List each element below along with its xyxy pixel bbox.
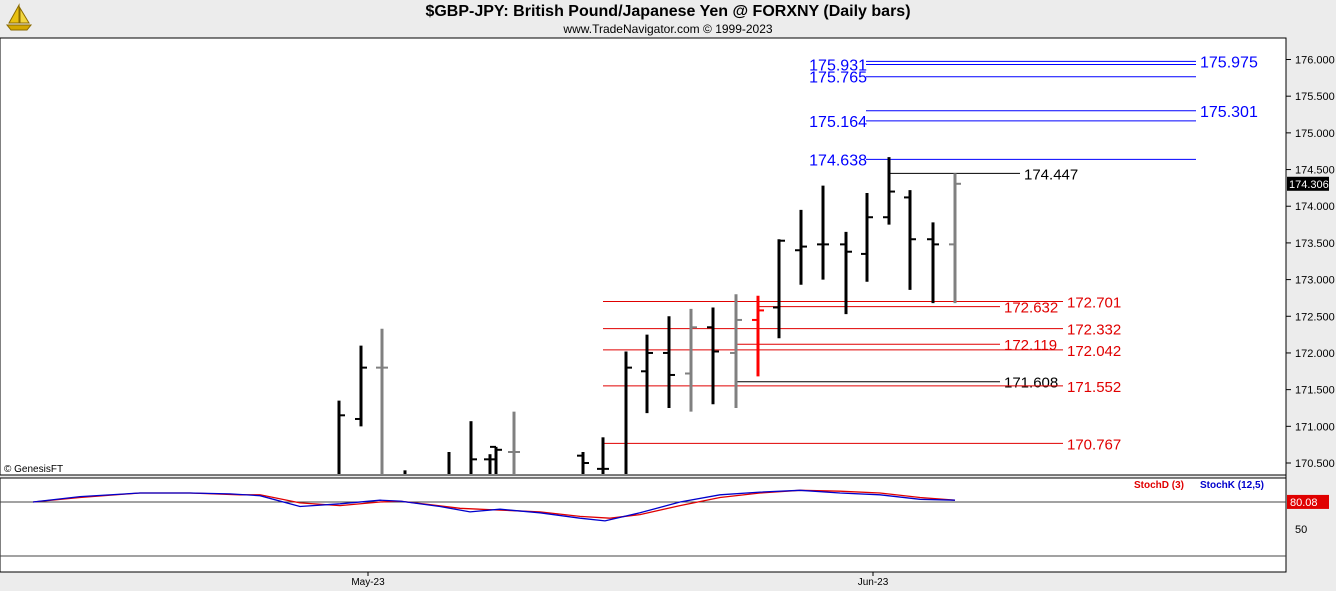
y-tick-label: 176.000 — [1295, 55, 1335, 67]
stoch-value-box — [1287, 494, 1329, 509]
y-tick-label: 175.000 — [1295, 128, 1335, 140]
level-label: 175.931 — [809, 58, 867, 75]
y-tick-label: 171.500 — [1295, 385, 1335, 397]
price-bars — [337, 157, 961, 474]
level-label: 174.638 — [809, 152, 867, 169]
level-label: 171.608 — [1004, 375, 1058, 392]
last-price-box — [1287, 176, 1329, 191]
price-axis: 176.000 175.500 175.000 174.500 174.000 173.5… — [1286, 55, 1335, 470]
y-tick-label: 173.500 — [1295, 238, 1335, 250]
x-tick-label: May-23 — [351, 577, 385, 588]
level-label: 175.765 — [809, 70, 867, 87]
level-label: 172.332 — [1067, 322, 1121, 339]
level-label: 172.119 — [1004, 337, 1057, 354]
y-tick-label: 172.500 — [1295, 311, 1335, 323]
level-label: 175.164 — [809, 114, 867, 131]
chart-title: $GBP-JPY: British Pound/Japanese Yen @ F… — [425, 3, 911, 20]
credit-label: © GenesisFT — [4, 464, 63, 475]
level-label: 172.701 — [1067, 295, 1121, 312]
level-label: 170.767 — [1067, 436, 1121, 453]
y-tick-label: 175.500 — [1295, 91, 1335, 103]
level-label: 175.975 — [1200, 54, 1258, 71]
x-tick-label: Jun-23 — [858, 577, 889, 588]
level-label: 172.042 — [1067, 343, 1121, 360]
stochk-legend: StochK (12,5) — [1200, 480, 1264, 491]
last-price-label: 174.306 — [1289, 179, 1329, 191]
chart-subtitle: www.TradeNavigator.com © 1999-2023 — [563, 22, 773, 36]
price-panel — [0, 37, 1287, 476]
stoch-line — [32, 489, 956, 522]
level-label: 175.301 — [1200, 104, 1258, 121]
level-label: 174.447 — [1024, 166, 1078, 183]
y-tick-label: 172.000 — [1295, 348, 1335, 360]
chart-header: $GBP-JPY: British Pound/Japanese Yen @ F… — [0, 0, 1336, 38]
stochastic-lines — [0, 489, 1286, 557]
y-tick-label: 174.000 — [1295, 201, 1335, 213]
stoch-value-label: 80.08 — [1290, 497, 1318, 509]
level-label: 171.552 — [1067, 379, 1121, 396]
level-label: 172.632 — [1004, 300, 1058, 317]
sailboat-logo-icon — [4, 3, 34, 33]
y-tick-label: 171.000 — [1295, 421, 1335, 433]
last-price-marker: 174.306 — [1287, 176, 1329, 191]
indicator-panel — [0, 477, 1287, 573]
y-tick-label: 174.500 — [1295, 165, 1335, 177]
stochastic-axis: 80.08 50 — [1287, 494, 1329, 536]
y-tick-label: 170.500 — [1295, 458, 1335, 470]
date-axis: May-23 Jun-23 — [351, 572, 889, 588]
stoch-tick-label: 50 — [1295, 524, 1307, 536]
y-tick-label: 173.000 — [1295, 275, 1335, 287]
stochd-legend: StochD (3) — [1134, 480, 1184, 491]
